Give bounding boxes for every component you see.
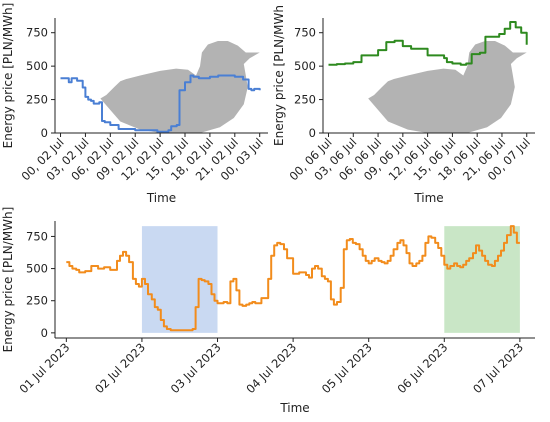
highlight-span-0 xyxy=(141,226,218,333)
y-tick-label: 500 xyxy=(294,59,316,73)
x-tick-label: 02 Jul 2023 xyxy=(92,340,148,396)
duck-silhouette xyxy=(100,41,260,133)
duck-silhouette xyxy=(368,41,527,133)
y-axis-title: Energy price [PLN/MWh xyxy=(272,5,286,146)
x-axis-title: Time xyxy=(279,401,309,415)
price-series-line xyxy=(66,225,520,332)
x-tick-label: 07 Jul 2023 xyxy=(470,340,526,396)
y-tick-label: 250 xyxy=(26,93,48,107)
y-tick-label: 0 xyxy=(41,126,48,140)
x-tick-label: 01 Jul 2023 xyxy=(17,340,73,396)
x-tick-label: 03 Jul 2023 xyxy=(168,340,224,396)
y-tick-label: 500 xyxy=(26,262,48,276)
x-tick-label: 05 Jul 2023 xyxy=(319,340,375,396)
highlight-span-1 xyxy=(444,226,520,333)
x-tick-label: 06 Jul 2023 xyxy=(394,340,450,396)
y-tick-label: 250 xyxy=(294,93,316,107)
x-tick-label: 04 Jul 2023 xyxy=(243,340,299,396)
y-tick-label: 500 xyxy=(26,59,48,73)
y-tick-label: 750 xyxy=(26,229,48,243)
y-tick-label: 750 xyxy=(294,26,316,40)
y-tick-label: 0 xyxy=(309,126,316,140)
y-axis-title: Energy price [PLN/MWh] xyxy=(1,3,15,149)
x-axis-title: Time xyxy=(146,191,176,205)
x-axis-title: Time xyxy=(413,191,443,205)
price-series-line xyxy=(60,74,261,133)
y-tick-label: 750 xyxy=(26,26,48,40)
y-tick-label: 0 xyxy=(41,326,48,340)
chart-panel-bottom: 0 250 500 750 01 Jul 2023 02 Jul 2023 03 Jul 2… xyxy=(1,207,535,415)
y-tick-label: 250 xyxy=(26,294,48,308)
price-series-line xyxy=(328,21,528,66)
y-axis-title: Energy price [PLN/MWh] xyxy=(1,207,15,353)
